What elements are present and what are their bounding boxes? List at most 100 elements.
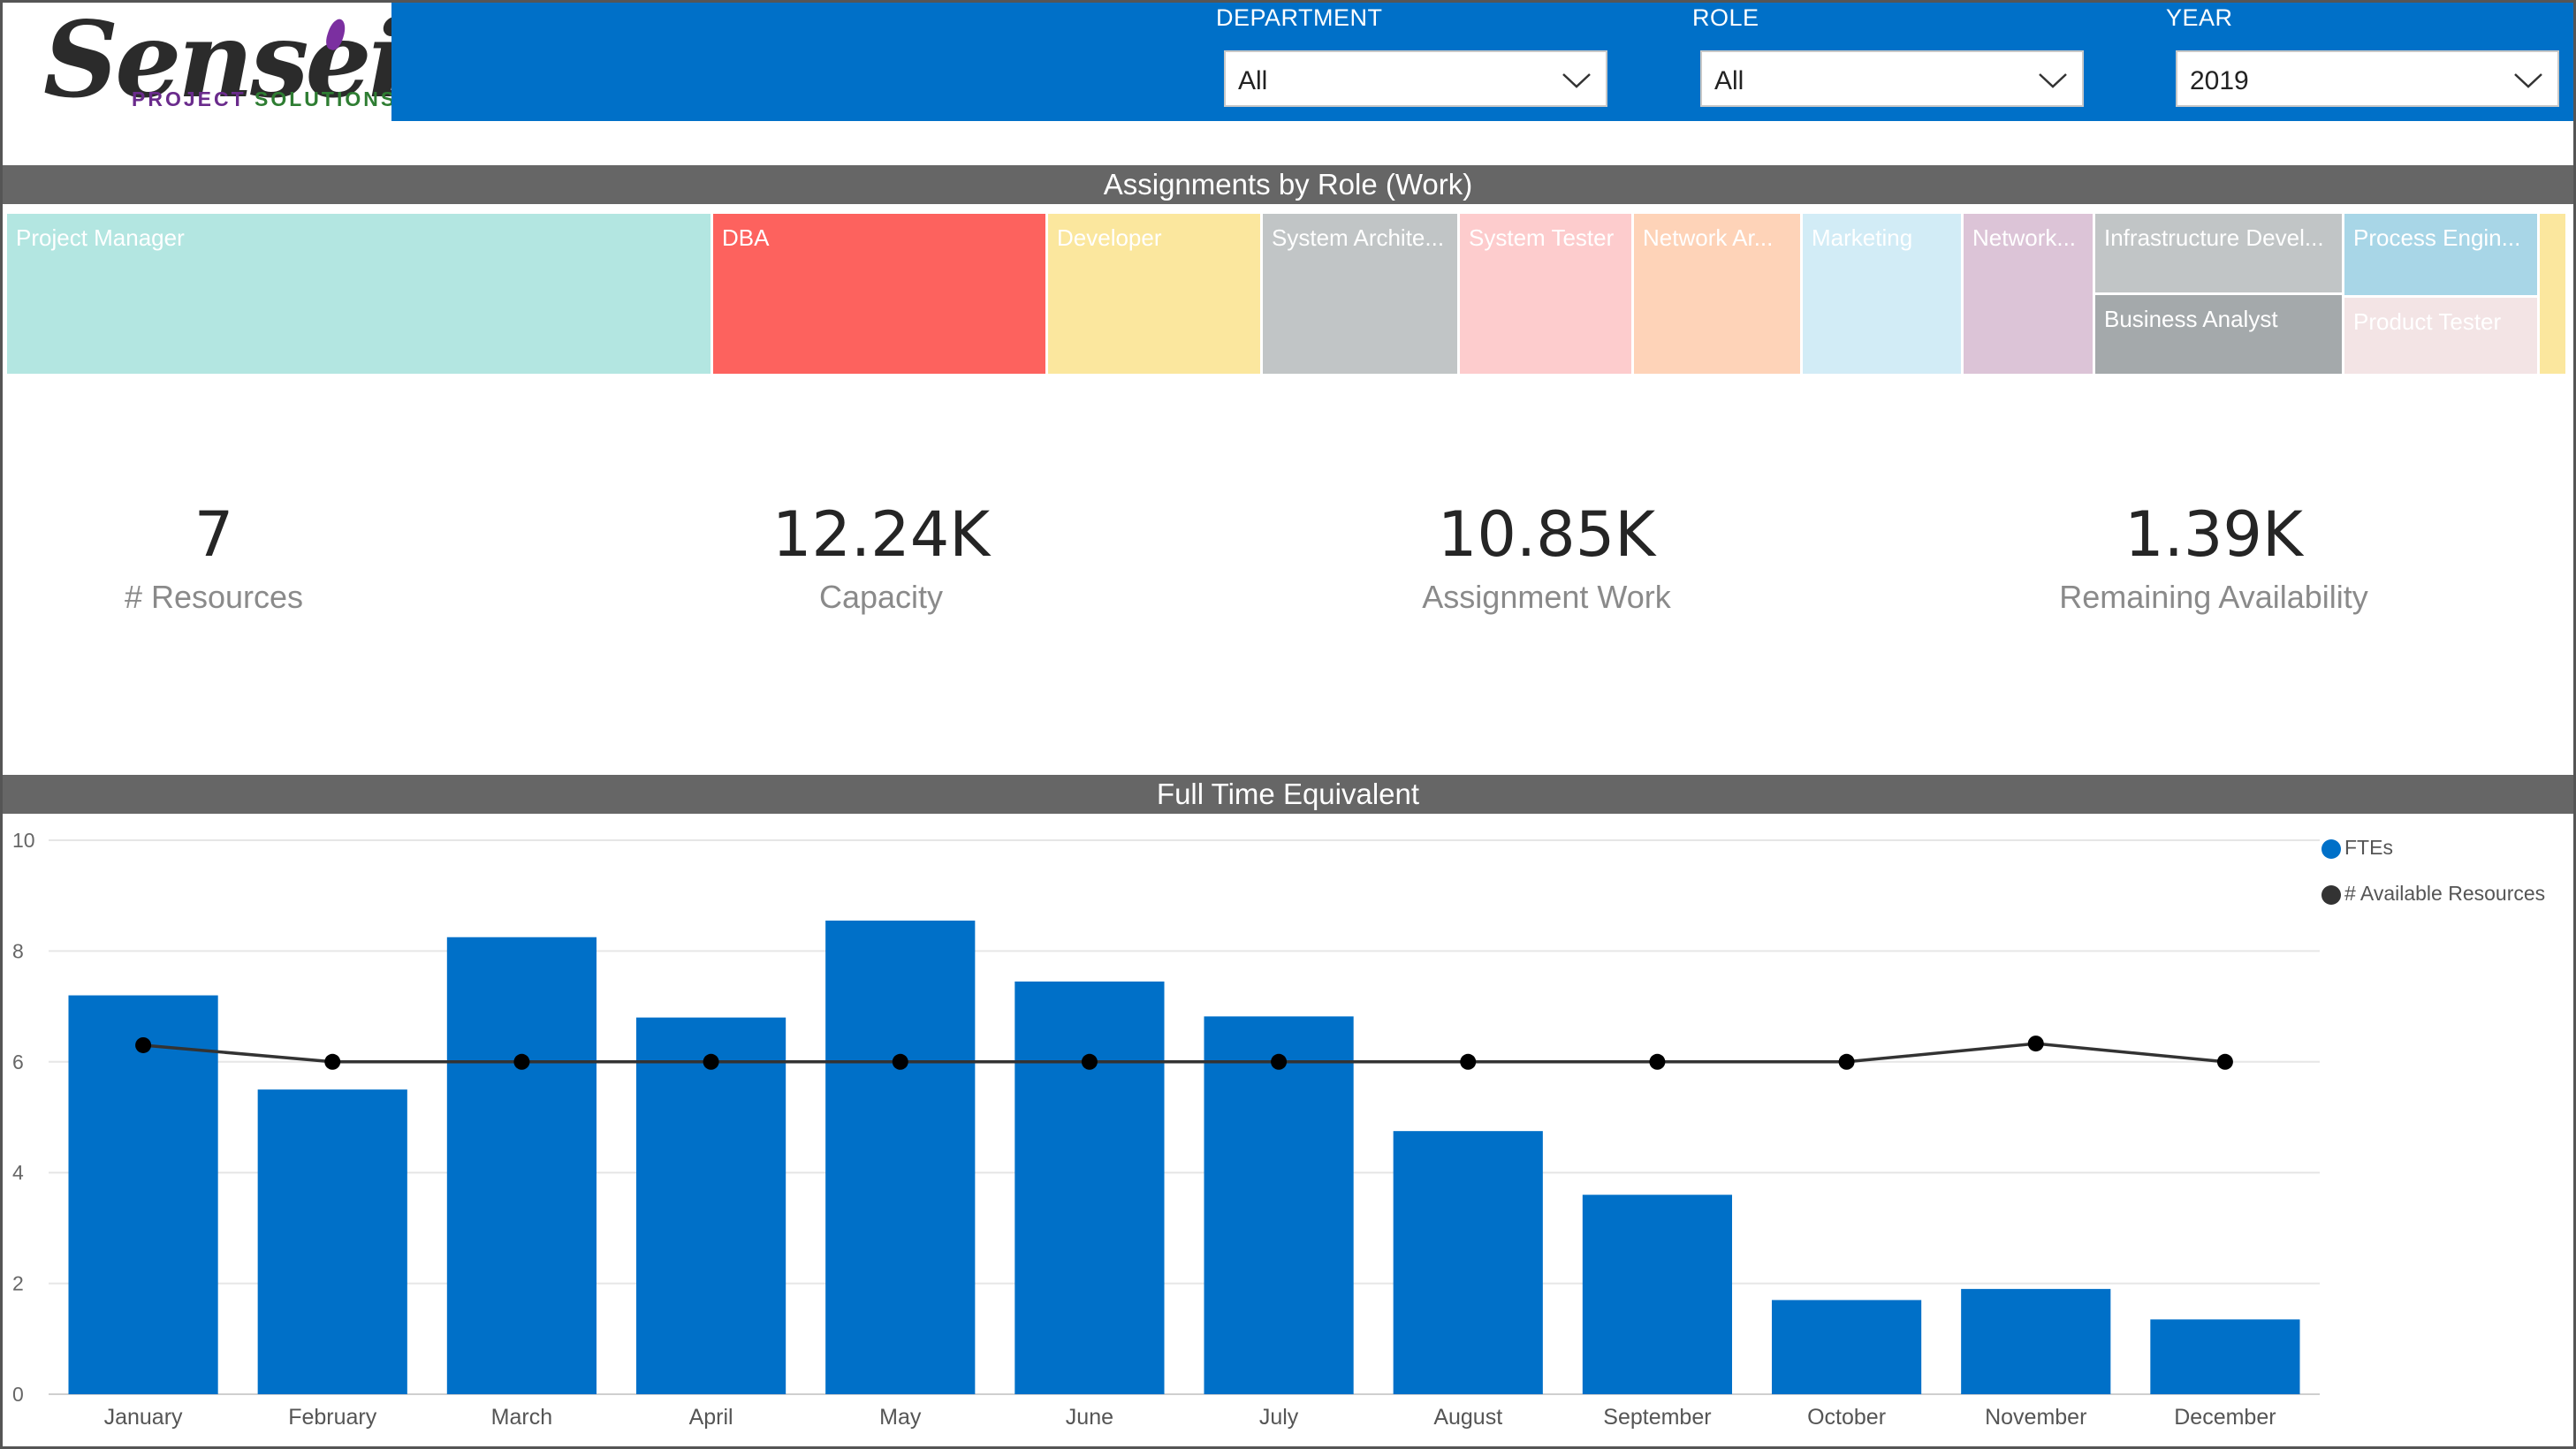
treemap-tile-label: Marketing [1812, 224, 1913, 251]
treemap-tile-label: Business Analyst [2104, 306, 2278, 332]
kpi-resources-value: 7 [194, 498, 234, 571]
legend-item-ftes[interactable]: FTEs [2321, 836, 2393, 860]
treemap-title: Assignments by Role (Work) [3, 165, 2573, 204]
treemap-tile-label: System Tester [1469, 224, 1615, 251]
kpi-remaining-availability-value: 1.39K [2124, 498, 2303, 571]
logo: Sensei PROJECT SOLUTIONS [3, 3, 407, 121]
treemap-tile-business-analyst[interactable]: Business Analyst [2095, 295, 2344, 376]
point-available-resources [1081, 1053, 1098, 1070]
x-tick-label: November [1985, 1405, 2086, 1430]
point-available-resources [892, 1053, 908, 1070]
logo-wordmark: Sensei [43, 0, 407, 121]
bar-ftes [825, 920, 976, 1394]
y-tick-label: 4 [12, 1161, 24, 1184]
bar-ftes [635, 1017, 786, 1394]
kpi-capacity-value: 12.24K [771, 498, 991, 571]
department-slicer[interactable]: All [1224, 50, 1607, 107]
treemap-tile-network[interactable]: Network... [1964, 214, 2095, 376]
x-tick-label: July [1259, 1405, 1299, 1430]
kpi-assignment-work-value: 10.85K [1437, 498, 1656, 571]
x-tick-label: September [1603, 1405, 1711, 1430]
x-tick-label: March [491, 1405, 552, 1430]
treemap-tile-label: Infrastructure Devel... [2104, 224, 2324, 251]
kpi-remaining-availability-label: Remaining Availability [2059, 579, 2368, 615]
kpi-assignment-work-label: Assignment Work [1422, 579, 1671, 615]
chevron-down-icon [2039, 73, 2067, 88]
bar-ftes [1961, 1288, 2111, 1394]
kpi-resources: 7 # Resources [0, 499, 479, 616]
bar-ftes [446, 937, 597, 1394]
point-available-resources [135, 1036, 152, 1053]
role-slicer-label: ROLE [1692, 4, 1759, 31]
legend-dot [2321, 838, 2341, 859]
treemap-tile-product-tester[interactable]: Product Tester [2344, 298, 2540, 376]
bar-ftes [68, 995, 218, 1394]
point-available-resources [2027, 1036, 2044, 1052]
point-available-resources [513, 1053, 530, 1070]
role-slicer-value: All [1714, 66, 1744, 95]
treemap-tile-label: Network Ar... [1643, 224, 1774, 251]
logo-tagline-solutions: SOLUTIONS [255, 87, 398, 110]
legend-label: FTEs [2344, 836, 2393, 859]
bar-ftes [1771, 1300, 1922, 1394]
kpi-assignment-work: 10.85K Assignment Work [1281, 499, 1812, 616]
point-available-resources [1271, 1053, 1288, 1070]
year-slicer-label: YEAR [2166, 4, 2233, 31]
x-tick-label: January [104, 1405, 183, 1430]
y-tick-label: 2 [12, 1272, 24, 1295]
bar-ftes [1014, 981, 1165, 1394]
point-available-resources [1838, 1053, 1855, 1070]
y-tick-label: 6 [12, 1051, 24, 1073]
point-available-resources [2216, 1053, 2233, 1070]
x-tick-label: June [1066, 1405, 1113, 1430]
point-available-resources [324, 1053, 341, 1070]
y-tick-label: 8 [12, 939, 24, 962]
treemap-tile-infrastructure-developer[interactable]: Infrastructure Devel... [2095, 214, 2344, 295]
treemap-tile-process-engineer[interactable]: Process Engin... [2344, 214, 2540, 298]
bar-ftes [257, 1089, 407, 1394]
treemap-tile-label: Developer [1057, 224, 1162, 251]
treemap-tile-marketing[interactable]: Marketing [1803, 214, 1964, 376]
treemap-tile-label: DBA [722, 224, 770, 251]
treemap-tile-system-architect[interactable]: System Archite... [1263, 214, 1460, 376]
kpi-capacity: 12.24K Capacity [616, 499, 1146, 616]
y-tick-label: 10 [12, 829, 35, 852]
treemap-tile-label: Project Manager [16, 224, 185, 251]
treemap-tile-label: Product Tester [2353, 308, 2502, 335]
bar-ftes [1204, 1016, 1354, 1394]
treemap-tile-system-tester[interactable]: System Tester [1460, 214, 1634, 376]
logo-tagline-project: PROJECT [132, 87, 247, 110]
treemap-tile-project-manager[interactable]: Project Manager [7, 214, 713, 376]
y-tick-label: 0 [12, 1383, 24, 1406]
fte-chart: 0 2 4 6 8 10 January February March April May June J… [12, 829, 2320, 1430]
year-slicer-value: 2019 [2190, 66, 2249, 95]
treemap-tile-label: Network... [1972, 224, 2077, 251]
treemap-tile-other[interactable] [2540, 214, 2568, 376]
bar-ftes [1393, 1131, 1543, 1394]
treemap-tile-network-architect[interactable]: Network Ar... [1634, 214, 1803, 376]
chevron-down-icon [2514, 73, 2542, 88]
legend-dot [2321, 884, 2341, 905]
kpi-remaining-availability: 1.39K Remaining Availability [1949, 499, 2479, 616]
treemap-tile-label: Process Engin... [2353, 224, 2521, 251]
point-available-resources [1460, 1053, 1477, 1070]
legend-item-available-resources[interactable]: # Available Resources [2321, 882, 2545, 906]
treemap-tile-developer[interactable]: Developer [1048, 214, 1263, 376]
x-tick-label: May [879, 1405, 922, 1430]
legend-label: # Available Resources [2344, 882, 2546, 905]
role-slicer[interactable]: All [1700, 50, 2084, 107]
treemap-tile-dba[interactable]: DBA [713, 214, 1048, 376]
x-tick-label: April [689, 1405, 733, 1430]
bar-ftes [1582, 1195, 1733, 1394]
x-tick-label: October [1807, 1405, 1886, 1430]
department-slicer-value: All [1238, 66, 1268, 95]
x-tick-label: December [2174, 1405, 2276, 1430]
logo-tagline: PROJECT SOLUTIONS [132, 87, 397, 111]
bar-ftes [2150, 1319, 2300, 1394]
treemap-tile-label: System Archite... [1272, 224, 1445, 251]
department-slicer-label: DEPARTMENT [1216, 4, 1383, 31]
year-slicer[interactable]: 2019 [2176, 50, 2559, 107]
chart-title: Full Time Equivalent [3, 775, 2573, 814]
kpi-capacity-label: Capacity [818, 579, 944, 615]
chevron-down-icon [1562, 73, 1591, 88]
